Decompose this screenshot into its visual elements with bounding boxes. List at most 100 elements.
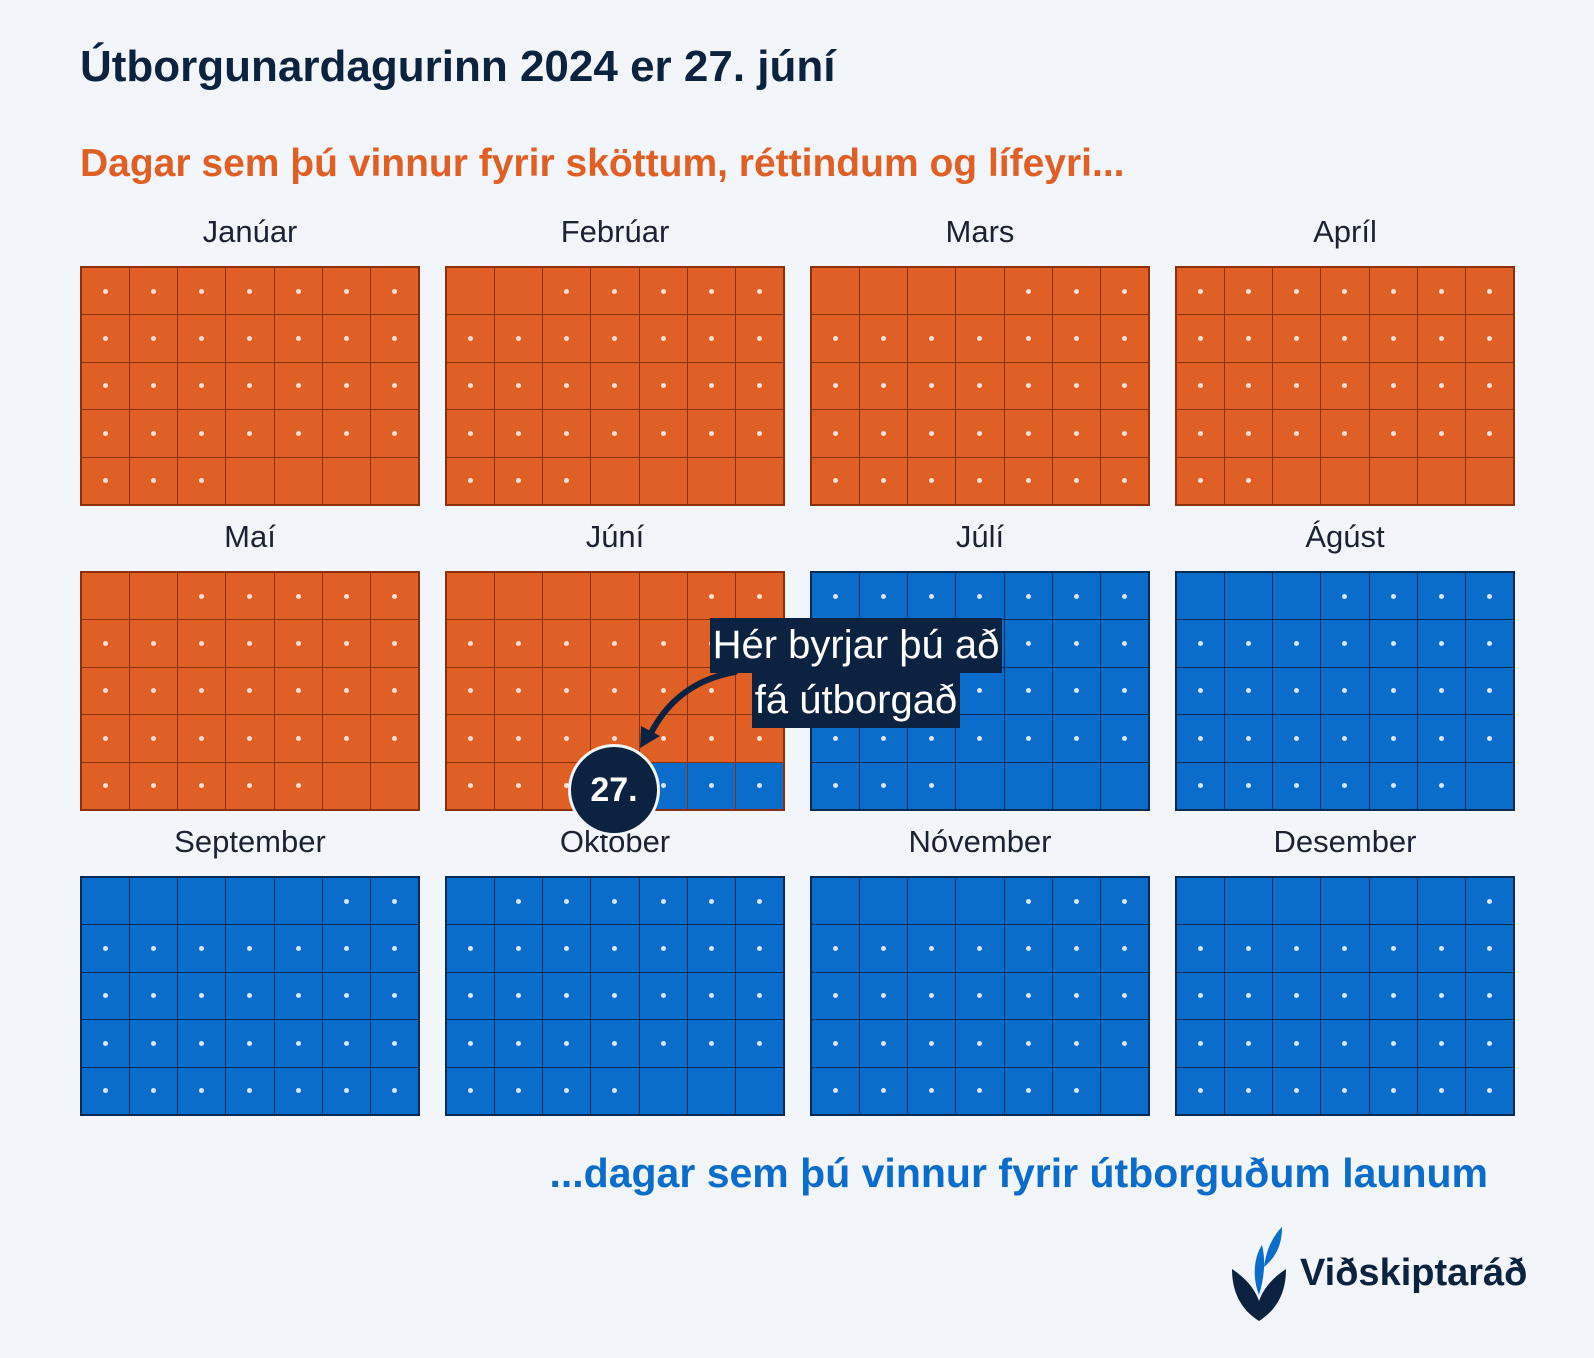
day-dot xyxy=(1198,288,1204,294)
day-dot xyxy=(1390,735,1396,741)
day-cell xyxy=(495,715,543,762)
month-may: Maí xyxy=(80,517,420,811)
day-cell xyxy=(735,1067,783,1114)
day-dot xyxy=(151,383,157,389)
day-dot xyxy=(1121,898,1127,904)
day-dot xyxy=(929,946,935,952)
day-cell xyxy=(82,573,130,620)
day-cell xyxy=(1273,667,1321,715)
day-cell xyxy=(860,925,908,972)
day-cell xyxy=(1177,925,1225,972)
month-name: Janúar xyxy=(202,214,298,249)
day-dot xyxy=(564,783,570,789)
day-dot xyxy=(977,993,983,999)
day-cell xyxy=(1321,268,1369,315)
day-cell xyxy=(860,362,908,410)
day-cell xyxy=(274,925,322,972)
day-dot xyxy=(199,1088,205,1094)
day-cell xyxy=(370,362,418,410)
day-cell xyxy=(226,667,274,715)
day-dot xyxy=(1438,946,1444,952)
day-cell xyxy=(1225,667,1273,715)
day-cell xyxy=(1321,410,1369,457)
day-dot xyxy=(708,783,714,789)
day-cell xyxy=(1369,878,1417,925)
day-dot xyxy=(833,946,839,952)
month-name: Júní xyxy=(585,519,645,554)
day-cell xyxy=(543,410,591,457)
day-dot xyxy=(660,288,666,294)
day-cell xyxy=(1177,268,1225,315)
day-cell xyxy=(82,620,130,667)
day-dot xyxy=(1073,993,1079,999)
day-dot xyxy=(391,898,397,904)
day-cell xyxy=(1004,925,1052,972)
day-dot xyxy=(343,288,349,294)
day-dot xyxy=(1390,783,1396,789)
day-cell xyxy=(322,1020,370,1067)
day-dot xyxy=(660,1040,666,1046)
day-dot xyxy=(1438,430,1444,436)
day-cell xyxy=(1321,457,1369,504)
day-dot xyxy=(295,1088,301,1094)
day-cell xyxy=(591,362,639,410)
day-dot xyxy=(199,383,205,389)
month-name: Desember xyxy=(1273,824,1417,859)
day-dot xyxy=(199,641,205,647)
day-cell xyxy=(274,762,322,809)
day-cell xyxy=(226,268,274,315)
day-cell xyxy=(1465,762,1513,809)
day-cell xyxy=(1417,1067,1465,1114)
day-cell xyxy=(1100,667,1148,715)
day-cell xyxy=(1369,972,1417,1020)
day-dot xyxy=(756,593,762,599)
month-grid xyxy=(810,266,1150,506)
day-cell xyxy=(1052,620,1100,667)
day-cell xyxy=(812,878,860,925)
day-cell xyxy=(1004,1067,1052,1114)
day-cell xyxy=(322,762,370,809)
day-dot xyxy=(1025,641,1031,647)
day-cell xyxy=(543,715,591,762)
day-cell xyxy=(178,315,226,362)
day-cell xyxy=(495,573,543,620)
day-dot xyxy=(247,993,253,999)
day-dot xyxy=(1073,735,1079,741)
day-cell xyxy=(1465,410,1513,457)
day-cell xyxy=(370,1067,418,1114)
day-dot xyxy=(612,1088,618,1094)
day-dot xyxy=(977,430,983,436)
day-cell xyxy=(1465,1020,1513,1067)
day-dot xyxy=(977,735,983,741)
day-dot xyxy=(247,946,253,952)
month-name: Ágúst xyxy=(1305,519,1385,554)
day-cell xyxy=(639,410,687,457)
day-dot xyxy=(1486,1040,1492,1046)
day-cell xyxy=(226,315,274,362)
day-cell xyxy=(860,268,908,315)
day-cell xyxy=(860,762,908,809)
day-cell xyxy=(370,925,418,972)
day-cell xyxy=(735,972,783,1020)
month-grid xyxy=(1175,571,1515,811)
day-cell xyxy=(322,1067,370,1114)
month-grid xyxy=(1175,266,1515,506)
month-march: Mars xyxy=(810,212,1150,506)
day-cell xyxy=(130,410,178,457)
day-dot xyxy=(929,336,935,342)
day-cell xyxy=(274,457,322,504)
day-dot xyxy=(1073,1040,1079,1046)
day-dot xyxy=(295,783,301,789)
day-dot xyxy=(1246,735,1252,741)
day-dot xyxy=(1025,898,1031,904)
day-dot xyxy=(295,1040,301,1046)
day-cell xyxy=(226,715,274,762)
day-cell xyxy=(1225,715,1273,762)
day-dot xyxy=(151,735,157,741)
day-cell xyxy=(1369,457,1417,504)
day-dot xyxy=(929,993,935,999)
day-cell xyxy=(1052,1020,1100,1067)
day-cell xyxy=(956,1067,1004,1114)
day-dot xyxy=(929,478,935,484)
day-cell xyxy=(178,620,226,667)
